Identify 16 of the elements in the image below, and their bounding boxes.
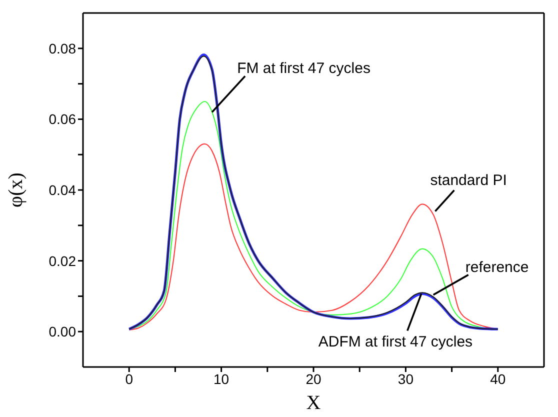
x-tick-label: 10 [214, 370, 230, 387]
y-tick-label: 0.00 [48, 324, 76, 340]
y-tick-label: 0.04 [48, 182, 76, 198]
y-tick-label: 0.06 [48, 111, 76, 128]
x-tick-label: 20 [306, 370, 322, 387]
x-axis-title: X [306, 392, 322, 414]
y-axis-title: φ(x) [5, 172, 28, 208]
y-tick-label: 0.02 [48, 252, 76, 269]
x-tick-label: 0 [125, 370, 134, 387]
annotation: FM at first 47 cycles [237, 60, 370, 78]
x-tick-label: 30 [398, 370, 414, 387]
x-tick-label: 40 [490, 370, 506, 387]
annotation: reference [465, 258, 529, 276]
annotation: standard PI [430, 172, 507, 190]
annotation: ADFM at first 47 cycles [318, 334, 473, 351]
y-tick-label: 0.08 [48, 40, 76, 56]
